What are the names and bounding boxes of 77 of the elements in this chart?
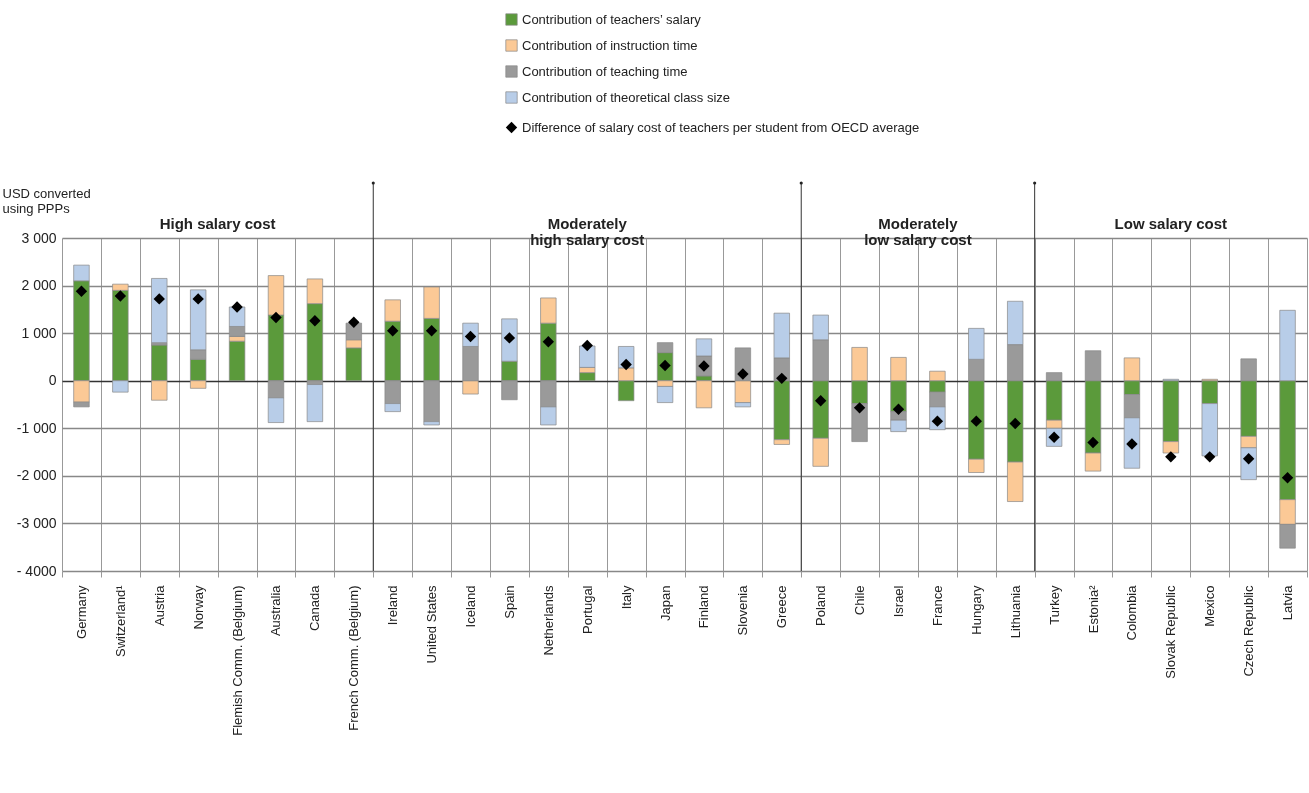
x-tick-label: Norway: [190, 585, 206, 630]
point: [892, 403, 905, 415]
x-tick-label: Flemish Comm. (Belgium): [229, 585, 245, 736]
y-tick-label: 3 000: [21, 229, 57, 246]
point: [581, 339, 593, 352]
x-tick-label: Spain: [501, 585, 517, 619]
x-tick-label: Poland: [813, 585, 829, 626]
point: [192, 293, 204, 305]
x-tick-label: Mexico: [1202, 585, 1218, 627]
point: [153, 293, 165, 305]
bar: [579, 372, 596, 382]
x-tick-label: Japan: [657, 585, 673, 621]
point: [776, 372, 788, 385]
point: [1204, 451, 1216, 463]
point: [1165, 451, 1177, 463]
x-tick-label: Estonia²: [1085, 584, 1101, 634]
x-tick-label: Ireland: [385, 585, 401, 626]
y-tick-label: -3 000: [16, 514, 57, 531]
point: [387, 325, 399, 337]
point: [348, 316, 360, 328]
point: [114, 290, 127, 302]
y-tick-label: 1 000: [21, 324, 57, 341]
x-tick-label: Iceland: [463, 585, 479, 628]
annotation: Moderately low salary cost: [864, 215, 972, 248]
y-tick-label: -2 000: [16, 467, 57, 484]
legend-label: Difference of salary cost of teachers per student from OECD average: [522, 119, 920, 135]
point: [814, 394, 827, 407]
x-tick-label: Czech Republic: [1241, 585, 1257, 677]
point: [1087, 436, 1099, 449]
x-tick-label: Greece: [774, 585, 790, 629]
legend-label: Contribution of theoretical class size: [522, 89, 731, 105]
x-tick-label: Slovenia: [735, 584, 751, 636]
point: [270, 311, 282, 324]
point: [1126, 438, 1138, 450]
x-tick-label: Turkey: [1046, 585, 1062, 625]
annotation: Moderately high salary cost: [530, 215, 645, 248]
x-tick-label: Switzerland¹: [112, 584, 128, 658]
x-tick-label: Hungary: [968, 585, 984, 635]
x-tick-label: Colombia: [1124, 584, 1140, 641]
bar: [695, 380, 713, 409]
x-tick-label: Germany: [73, 585, 89, 639]
x-tick-label: Netherlands: [540, 585, 556, 656]
text: Low salary cost: [1114, 215, 1228, 232]
x-tick-label: Chile: [852, 585, 868, 616]
x-tick-label: Lithuania: [1007, 584, 1023, 639]
y-axis-title: USD converted using PPPs: [2, 185, 91, 216]
point: [425, 325, 438, 337]
point: [620, 358, 632, 371]
legend-label: Contribution of teachers’ salary: [522, 11, 702, 27]
x-tick-label: Portugal: [579, 585, 595, 634]
legend-label: Contribution of instruction time: [522, 37, 698, 53]
y-tick-label: - 4000: [16, 562, 57, 579]
x-tick-label: Australia: [268, 584, 284, 637]
x-tick-label: Austria: [151, 584, 167, 626]
y-tick-label: -1 000: [16, 419, 57, 436]
x-tick-label: France: [929, 585, 945, 626]
x-tick-label: French Comm. (Belgium): [346, 585, 362, 731]
point: [970, 415, 982, 427]
x-tick-label: Italy: [618, 585, 634, 610]
bar: [306, 384, 324, 422]
point: [1009, 417, 1021, 430]
x-tick-label: Israel: [890, 585, 906, 618]
point: [542, 336, 555, 348]
x-tick-label: Finland: [696, 585, 712, 629]
bar: [228, 340, 246, 382]
legend-label: Contribution of teaching time: [522, 63, 688, 79]
x-tick-label: Canada: [307, 584, 323, 632]
x-tick-label: United States: [424, 585, 440, 664]
point: [75, 285, 88, 297]
point: [1281, 472, 1294, 484]
point: [231, 301, 243, 313]
y-tick-label: 0: [48, 372, 57, 389]
text: High salary cost: [159, 215, 276, 232]
y-tick-label: 2 000: [21, 277, 57, 294]
x-tick-label: Slovak Republic: [1163, 585, 1179, 679]
point: [309, 315, 321, 327]
x-tick-label: Latvia: [1280, 584, 1296, 621]
